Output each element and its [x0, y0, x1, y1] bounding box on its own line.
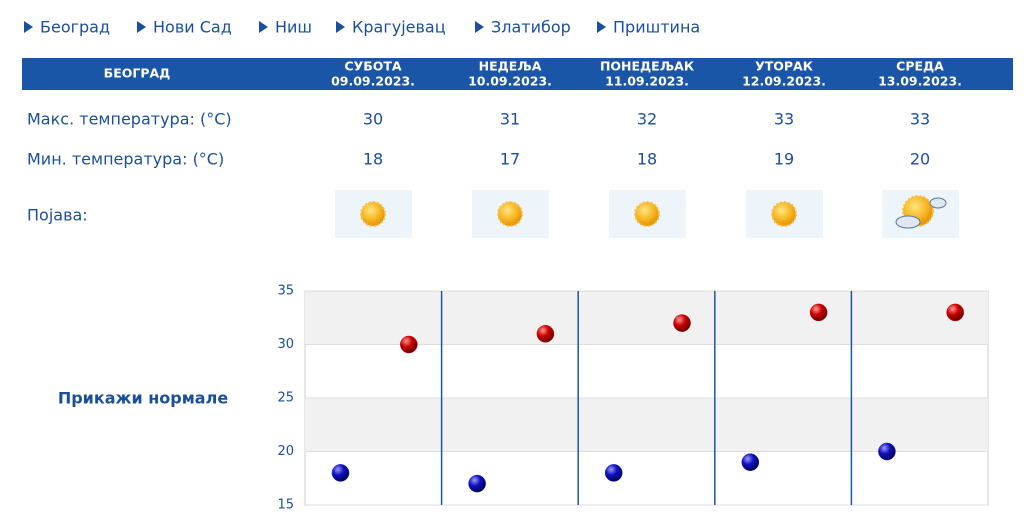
data-point: [331, 464, 350, 482]
data-point: [673, 314, 691, 332]
cell-value: 33: [774, 110, 794, 129]
data-point: [536, 325, 555, 343]
cell-value: 33: [910, 110, 930, 129]
cell-value: 30: [363, 110, 383, 129]
data-point: [809, 303, 828, 322]
day-name: СУБОТА: [344, 59, 401, 74]
day-date: 10.09.2023.: [468, 74, 552, 89]
nav-arrow: [24, 21, 33, 33]
weather-icons: [335, 190, 959, 238]
table-header-bar: [22, 58, 1013, 90]
data-point: [468, 474, 486, 493]
cell-value: 19: [774, 150, 794, 169]
y-tick-label: 20: [277, 444, 294, 459]
day-name: СРЕДА: [896, 59, 944, 74]
row-label: Појава:: [27, 206, 88, 225]
cell-value: 18: [363, 150, 383, 169]
row-label: Мин. температура: (°C): [27, 150, 224, 169]
day-name: УТОРАК: [755, 59, 814, 74]
nav-arrow: [137, 21, 146, 33]
data-point: [400, 335, 418, 354]
row-label: Макс. температура: (°C): [27, 110, 232, 129]
nav-link[interactable]: Златибор: [491, 18, 571, 37]
nav-link[interactable]: Београд: [40, 18, 110, 37]
cell-value: 17: [500, 150, 520, 169]
data-point: [604, 464, 623, 482]
day-name: ПОНЕДЕЉАК: [600, 59, 695, 74]
nav-link[interactable]: Нови Сад: [153, 18, 232, 37]
data-point: [878, 442, 896, 461]
cell-value: 31: [500, 110, 520, 129]
day-date: 13.09.2023.: [878, 74, 962, 89]
nav-arrow: [597, 21, 606, 33]
day-name: НЕДЕЉА: [479, 59, 542, 74]
y-tick-label: 15: [277, 498, 294, 513]
nav-arrow: [259, 21, 268, 33]
y-tick-label: 30: [277, 337, 294, 352]
cell-value: 18: [637, 150, 657, 169]
nav-arrow: [336, 21, 345, 33]
nav-arrow: [475, 21, 484, 33]
nav-link[interactable]: Ниш: [275, 18, 312, 37]
data-point: [946, 303, 964, 322]
cell-value: 32: [637, 110, 657, 129]
data-point: [741, 453, 760, 471]
day-date: 12.09.2023.: [742, 74, 826, 89]
nav-link[interactable]: Крагујевац: [352, 18, 446, 37]
nav-link[interactable]: Приштина: [613, 18, 700, 37]
y-tick-label: 35: [277, 284, 294, 299]
cell-value: 20: [910, 150, 930, 169]
day-date: 09.09.2023.: [331, 74, 415, 89]
plot-band: [305, 398, 988, 452]
table-city: БЕОГРАД: [104, 66, 171, 81]
y-tick-label: 25: [277, 391, 294, 406]
day-date: 11.09.2023.: [605, 74, 689, 89]
toggle-normals[interactable]: Прикажи нормале: [58, 389, 229, 408]
plot-band: [305, 291, 988, 345]
